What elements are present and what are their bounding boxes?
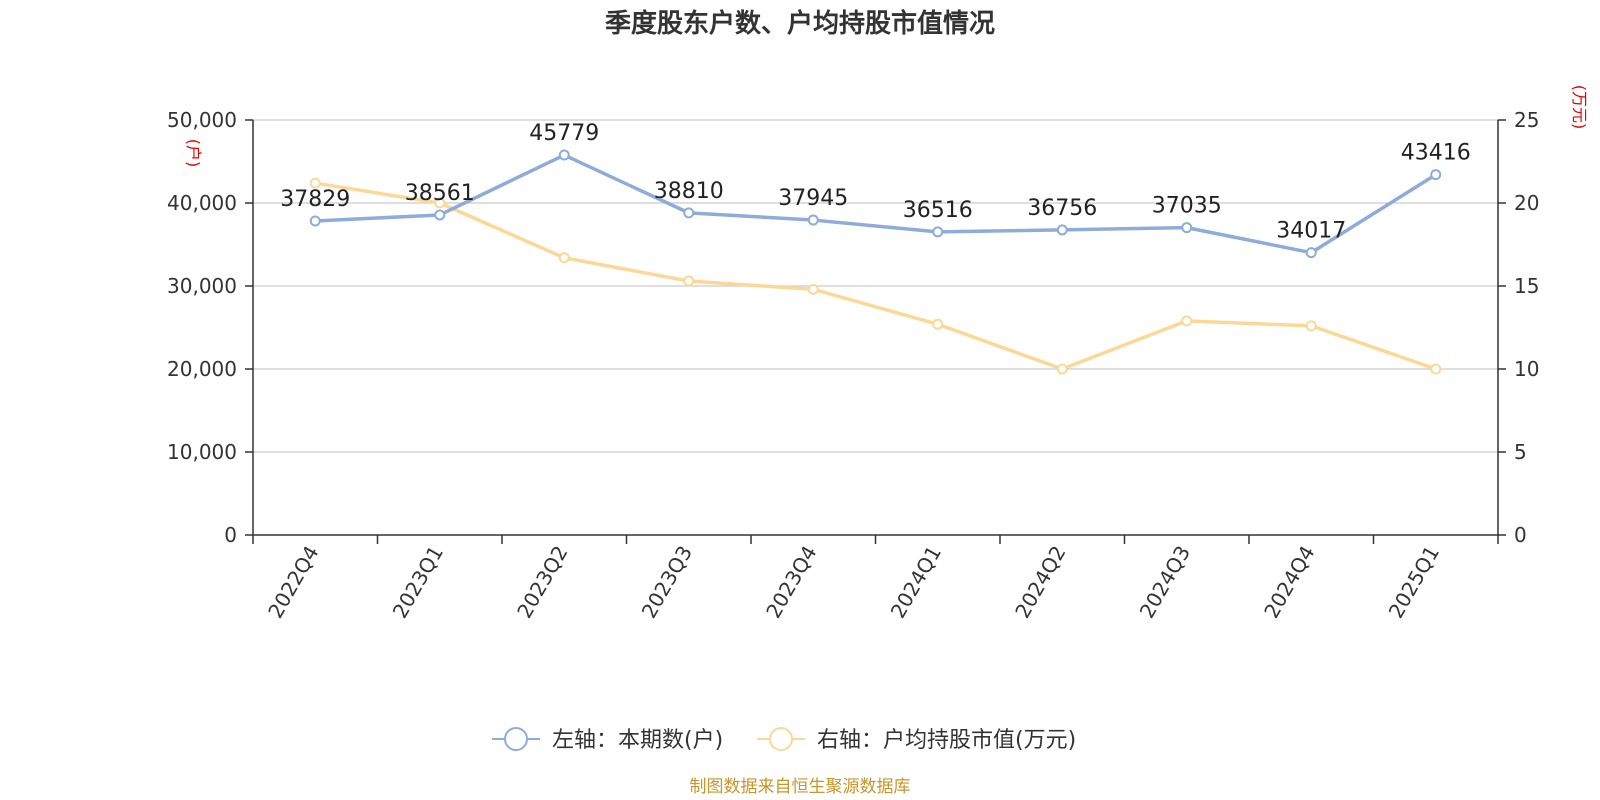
data-point-right[interactable]	[932, 318, 944, 330]
data-label: 34017	[1276, 219, 1346, 244]
legend: 左轴：本期数(户) 右轴：户均持股市值(万元)	[492, 727, 1076, 753]
legend-marker-right	[769, 727, 793, 751]
data-point-left[interactable]	[434, 209, 446, 221]
x-axis-tick-label: 2024Q3	[1135, 542, 1195, 623]
data-point-right[interactable]	[1181, 315, 1193, 327]
data-label: 45779	[529, 121, 599, 146]
data-point-left[interactable]	[683, 207, 695, 219]
left-axis-unit: (户)	[184, 139, 203, 168]
data-point-left[interactable]	[558, 149, 570, 161]
data-point-right[interactable]	[558, 252, 570, 264]
data-point-right[interactable]	[1305, 320, 1317, 332]
right-axis-tick-label: 15	[1514, 274, 1539, 298]
data-point-right[interactable]	[309, 177, 321, 189]
x-axis-tick-label: 2025Q1	[1384, 542, 1444, 623]
series-line-left	[315, 153, 1437, 255]
right-axis-tick-label: 25	[1514, 108, 1539, 132]
right-axis-tick-label: 10	[1514, 357, 1539, 381]
data-point-right[interactable]	[1430, 363, 1442, 375]
legend-marker-left	[504, 727, 528, 751]
data-point-left[interactable]	[1181, 222, 1193, 234]
right-axis-tick-label: 0	[1514, 523, 1527, 547]
axes	[245, 119, 1506, 544]
data-point-right[interactable]	[807, 283, 819, 295]
series-layer	[309, 149, 1442, 375]
data-label: 36516	[903, 198, 973, 223]
left-axis-tick-label: 40,000	[167, 191, 237, 215]
data-labels: 37829 38561 45779 38810 37945 36516 36756 37035…	[280, 121, 1471, 244]
legend-label-right: 右轴：户均持股市值(万元)	[817, 728, 1076, 753]
left-axis-tick-label: 20,000	[167, 357, 237, 381]
x-axis-tick-label: 2023Q4	[761, 542, 821, 623]
data-label: 37829	[280, 187, 350, 212]
data-point-right[interactable]	[1056, 363, 1068, 375]
data-point-left[interactable]	[1430, 169, 1442, 181]
x-axis-tick-label: 2023Q1	[388, 542, 448, 623]
data-point-left[interactable]	[932, 226, 944, 238]
left-axis-tick-label: 10,000	[167, 440, 237, 464]
data-label: 37035	[1152, 194, 1222, 219]
data-label: 38561	[405, 181, 475, 206]
grid-lines	[253, 119, 1498, 453]
data-point-left[interactable]	[309, 215, 321, 227]
chart-title: 季度股东户数、户均持股市值情况	[605, 8, 995, 39]
x-axis-tick-label: 2023Q3	[637, 542, 697, 623]
data-label: 37945	[778, 186, 848, 211]
x-axis-tick-label: 2024Q1	[886, 542, 946, 623]
right-axis-unit: (万元)	[1570, 85, 1589, 130]
data-point-right[interactable]	[683, 275, 695, 287]
data-point-right[interactable]	[434, 197, 446, 209]
right-axis-tick-label: 20	[1514, 191, 1539, 215]
x-axis-tick-label: 2024Q4	[1259, 542, 1319, 623]
source-note: 制图数据来自恒生聚源数据库	[690, 777, 911, 797]
left-axis-tick-label: 30,000	[167, 274, 237, 298]
data-label: 36756	[1027, 196, 1097, 221]
left-axis-tick-label: 0	[224, 523, 237, 547]
x-axis-tick-label: 2022Q4	[263, 542, 323, 623]
right-axis-tick-label: 5	[1514, 440, 1527, 464]
x-axis-tick-label: 2024Q2	[1010, 542, 1070, 623]
left-axis-tick-label: 50,000	[167, 108, 237, 132]
x-axis-tick-label: 2023Q2	[512, 542, 572, 623]
data-label: 43416	[1401, 141, 1471, 166]
legend-item-right[interactable]: 右轴：户均持股市值(万元)	[757, 727, 1076, 753]
tick-labels: 0 0 10,000 5 20,000 10 30,000 15 40,000 20 50,000 2…	[167, 108, 1539, 622]
data-point-left[interactable]	[1056, 224, 1068, 236]
data-label: 38810	[654, 179, 724, 204]
series-line-right	[314, 181, 1437, 371]
legend-item-left[interactable]: 左轴：本期数(户)	[492, 727, 723, 753]
data-point-left[interactable]	[807, 214, 819, 226]
legend-label-left: 左轴：本期数(户)	[552, 728, 723, 753]
data-point-left[interactable]	[1305, 247, 1317, 259]
